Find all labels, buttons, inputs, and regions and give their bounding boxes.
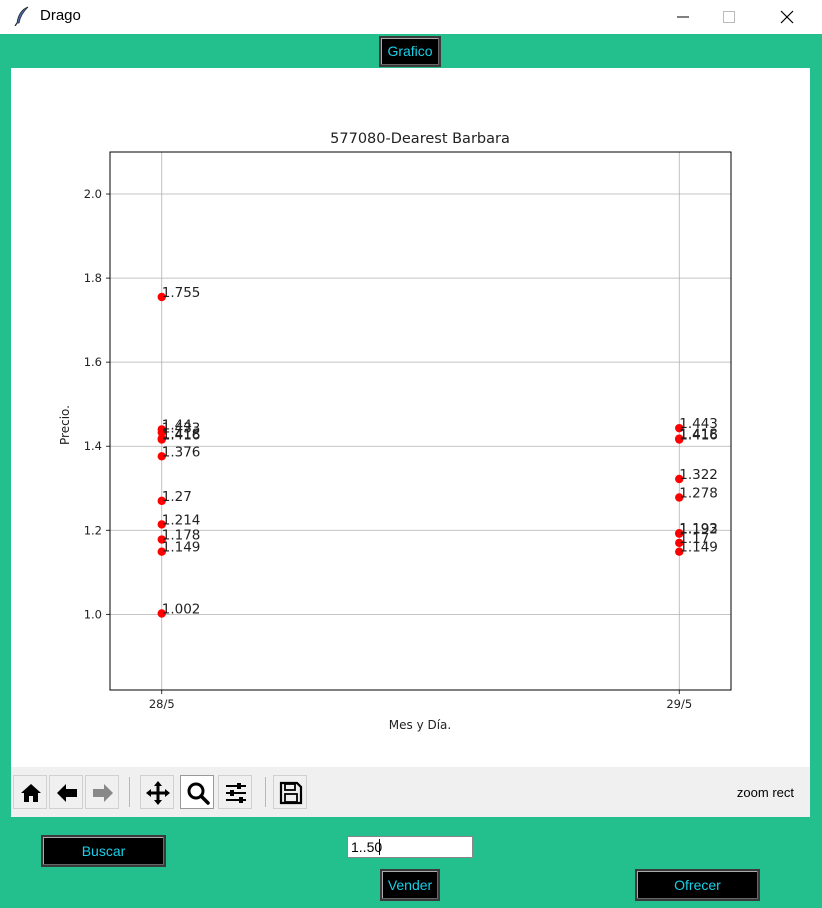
home-icon — [21, 784, 41, 802]
data-point — [157, 547, 166, 556]
plot-frame — [109, 151, 732, 691]
data-label: 1.322 — [679, 467, 718, 483]
y-tick-label: 1.0 — [84, 607, 102, 621]
data-label: 1.002 — [162, 602, 201, 618]
x-axis-label: Mes y Día. — [389, 718, 451, 732]
data-label: 1.416 — [162, 427, 201, 443]
data-point — [675, 529, 684, 538]
y-tick-label: 1.6 — [84, 355, 102, 369]
back-button[interactable] — [49, 775, 83, 809]
vender-button[interactable]: Vender — [380, 869, 440, 901]
chart-title: 577080-Dearest Barbara — [330, 131, 510, 147]
data-point — [157, 496, 166, 506]
data-label: 1.214 — [162, 512, 201, 528]
buscar-button[interactable]: Buscar — [41, 835, 166, 867]
navigation-toolbar: zoom rect — [11, 767, 810, 817]
forward-icon — [93, 784, 113, 802]
toolbar-status: zoom rect — [736, 785, 794, 800]
data-point — [157, 609, 166, 618]
grid-layer — [110, 152, 731, 690]
pan-icon — [146, 781, 170, 805]
chart-canvas[interactable]: 1.0 1.2 1.4 1.6 1.8 2.0 28/5 29/5 1.755 1.44 1.4… — [11, 68, 810, 767]
configure-subplots-icon — [226, 783, 246, 803]
toolbar-separator — [265, 777, 266, 807]
data-point — [157, 435, 166, 444]
y-ticks: 1.0 1.2 1.4 1.6 1.8 2.0 — [84, 187, 110, 621]
zoom-button[interactable] — [180, 775, 214, 809]
x-tick-label: 28/5 — [149, 697, 175, 711]
configure-subplots-button[interactable] — [218, 775, 252, 809]
data-point — [157, 535, 166, 544]
window-titlebar[interactable]: Drago — [0, 0, 822, 34]
ofrecer-button[interactable]: Ofrecer — [635, 869, 760, 901]
data-label: 1.27 — [162, 489, 192, 505]
data-point — [675, 474, 684, 484]
zoom-icon — [187, 782, 210, 805]
save-button[interactable] — [273, 775, 307, 809]
data-point — [157, 452, 166, 461]
y-tick-label: 2.0 — [84, 187, 102, 201]
x-ticks: 28/5 29/5 — [149, 690, 692, 711]
data-label: 1.149 — [679, 540, 718, 556]
close-icon — [780, 10, 794, 24]
data-label: 1.443 — [679, 416, 718, 432]
data-label: 1.376 — [162, 444, 201, 460]
save-icon — [279, 781, 303, 805]
data-label: 1.433 — [162, 420, 201, 436]
data-label: 1.755 — [162, 285, 201, 301]
data-labels: 1.7551.441.4331.4181.4161.3761.271.2141.… — [162, 285, 718, 617]
grafico-button[interactable]: Grafico — [379, 36, 441, 67]
data-point — [157, 520, 166, 529]
data-label: 1.278 — [679, 485, 718, 501]
scatter-chart: 1.01.21.41.61.82.0 28/5 29/5 1.7551.441.4… — [58, 131, 732, 732]
feather-icon — [14, 6, 32, 27]
data-point — [675, 435, 684, 444]
toolbar-separator — [129, 777, 130, 807]
data-point — [675, 423, 684, 433]
minimize-button[interactable] — [660, 0, 706, 34]
maximize-icon — [723, 11, 735, 23]
data-label: 1.17 — [679, 531, 709, 547]
x-tick-label: 29/5 — [666, 697, 692, 711]
back-icon — [57, 784, 77, 802]
text-caret — [379, 839, 380, 855]
data-point — [675, 547, 684, 556]
data-label: 1.192 — [679, 522, 718, 538]
data-point — [157, 428, 166, 437]
minimize-icon — [677, 16, 689, 18]
y-tick-label: 1.2 — [84, 523, 102, 537]
data-label: 1.178 — [162, 528, 201, 544]
y-axis-label: Precio. — [58, 405, 72, 445]
data-label: 1.418 — [679, 427, 718, 443]
pan-button[interactable] — [140, 775, 174, 809]
close-button[interactable] — [764, 0, 810, 34]
data-label: 1.149 — [162, 540, 201, 556]
range-input[interactable] — [347, 836, 473, 858]
window-title: Drago — [40, 7, 81, 24]
data-points — [157, 292, 684, 618]
y-tick-label: 1.8 — [84, 271, 102, 285]
home-button[interactable] — [13, 775, 47, 809]
forward-button[interactable] — [85, 775, 119, 809]
data-label: 1.193 — [679, 521, 718, 537]
y-tick-label: 1.4 — [84, 439, 102, 453]
maximize-button[interactable] — [706, 0, 752, 34]
data-point — [675, 538, 684, 548]
data-label: 1.418 — [162, 427, 201, 443]
data-label: 1.44 — [162, 417, 192, 433]
data-label: 1.416 — [679, 427, 718, 443]
data-point — [675, 493, 684, 502]
data-point — [157, 292, 166, 302]
